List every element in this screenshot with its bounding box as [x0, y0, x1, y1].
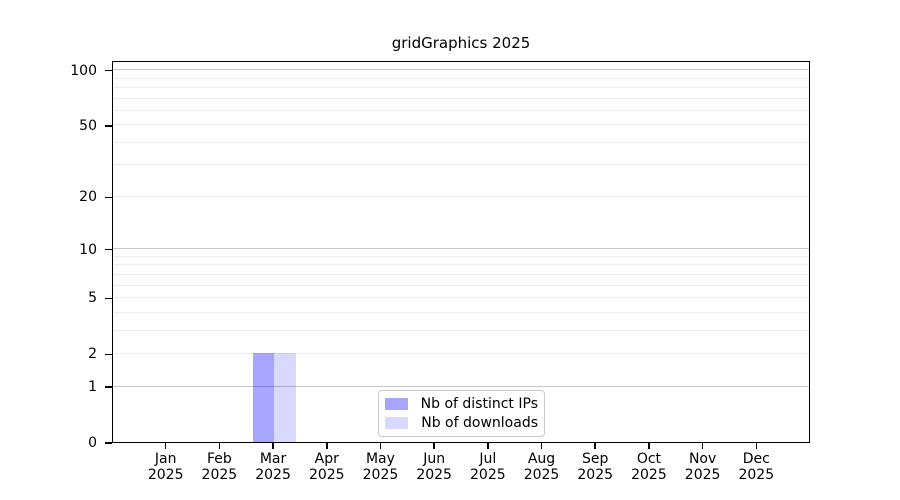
x-axis-tick — [326, 443, 328, 449]
x-axis-tick — [701, 443, 704, 449]
x-axis-tick-label: Jan 2025 — [147, 451, 184, 483]
y-axis-tick — [105, 386, 112, 388]
grid-layer — [113, 62, 809, 442]
y-axis-tick — [105, 353, 112, 356]
y-axis-tick — [105, 297, 112, 300]
y-axis-tick — [105, 125, 112, 127]
bar-mar-series-1 — [274, 353, 296, 442]
x-axis-tick-label: Nov 2025 — [684, 451, 721, 483]
minor-gridline — [113, 109, 809, 111]
minor-gridline — [113, 284, 809, 286]
legend-swatch-downloads — [385, 417, 409, 429]
x-axis-tick — [433, 443, 435, 449]
x-axis-tick-label: Sep 2025 — [577, 451, 614, 483]
plot-area — [112, 61, 810, 443]
chart-title: gridGraphics 2025 — [391, 34, 531, 52]
x-axis-tick-label: Dec 2025 — [738, 451, 775, 483]
y-axis-tick — [105, 442, 112, 444]
minor-gridline — [113, 264, 809, 266]
minor-gridline — [113, 255, 809, 257]
legend-label-downloads: Nb of downloads — [421, 415, 538, 431]
minor-gridline — [113, 97, 809, 99]
minor-gridline — [113, 352, 809, 354]
minor-gridline — [113, 87, 809, 89]
legend-swatch-distinct-ips — [385, 398, 408, 410]
x-axis-tick-label: Mar 2025 — [255, 451, 291, 483]
x-axis-tick-label: Apr 2025 — [308, 451, 345, 483]
y-axis-tick-label: 10 — [79, 241, 97, 258]
legend: Nb of distinct IPs Nb of downloads — [378, 390, 545, 437]
x-axis-tick — [594, 443, 596, 449]
minor-gridline — [113, 329, 809, 331]
minor-gridline — [113, 311, 809, 313]
minor-gridline — [113, 296, 809, 298]
minor-gridline — [113, 195, 809, 197]
x-axis-tick-label: Jul 2025 — [470, 451, 506, 483]
bar-layer — [113, 62, 809, 442]
minor-gridline — [113, 141, 809, 143]
x-axis-tick — [648, 443, 650, 449]
y-axis-tick-label: 50 — [79, 117, 97, 134]
minor-gridline — [113, 77, 809, 79]
x-axis-tick — [272, 443, 274, 449]
x-axis-tick — [379, 443, 382, 449]
x-axis-tick — [755, 443, 758, 449]
x-axis-tick-label: Jun 2025 — [416, 451, 452, 483]
major-gridline — [113, 69, 809, 71]
major-gridline — [113, 248, 809, 250]
legend-item-distinct-ips: Nb of distinct IPs — [385, 396, 538, 412]
y-axis-tick-label: 1 — [88, 379, 97, 396]
major-gridline — [113, 385, 809, 387]
y-axis-tick — [105, 248, 112, 251]
x-axis-tick — [164, 443, 167, 449]
y-axis-tick — [105, 196, 112, 199]
bar-mar-series-0 — [252, 353, 275, 442]
minor-gridline — [113, 273, 809, 275]
y-axis-tick-label: 0 — [88, 435, 97, 451]
y-axis-tick-label: 5 — [88, 290, 97, 307]
x-axis-tick — [487, 443, 489, 449]
y-axis-tick-label: 20 — [79, 189, 97, 206]
x-axis-tick-label: May 2025 — [362, 451, 399, 483]
y-axis-tick-label: 100 — [70, 62, 97, 79]
y-axis-tick-label: 2 — [88, 346, 97, 363]
minor-gridline — [113, 164, 809, 166]
x-axis-tick-label: Oct 2025 — [631, 451, 667, 483]
y-axis-tick — [105, 69, 112, 72]
legend-item-downloads: Nb of downloads — [385, 415, 538, 431]
x-axis-tick-label: Feb 2025 — [201, 451, 238, 483]
legend-label-distinct-ips: Nb of distinct IPs — [420, 396, 538, 412]
x-axis-tick — [218, 443, 221, 449]
x-axis-tick — [540, 443, 543, 449]
x-axis-tick-label: Aug 2025 — [523, 451, 560, 483]
minor-gridline — [113, 124, 809, 126]
